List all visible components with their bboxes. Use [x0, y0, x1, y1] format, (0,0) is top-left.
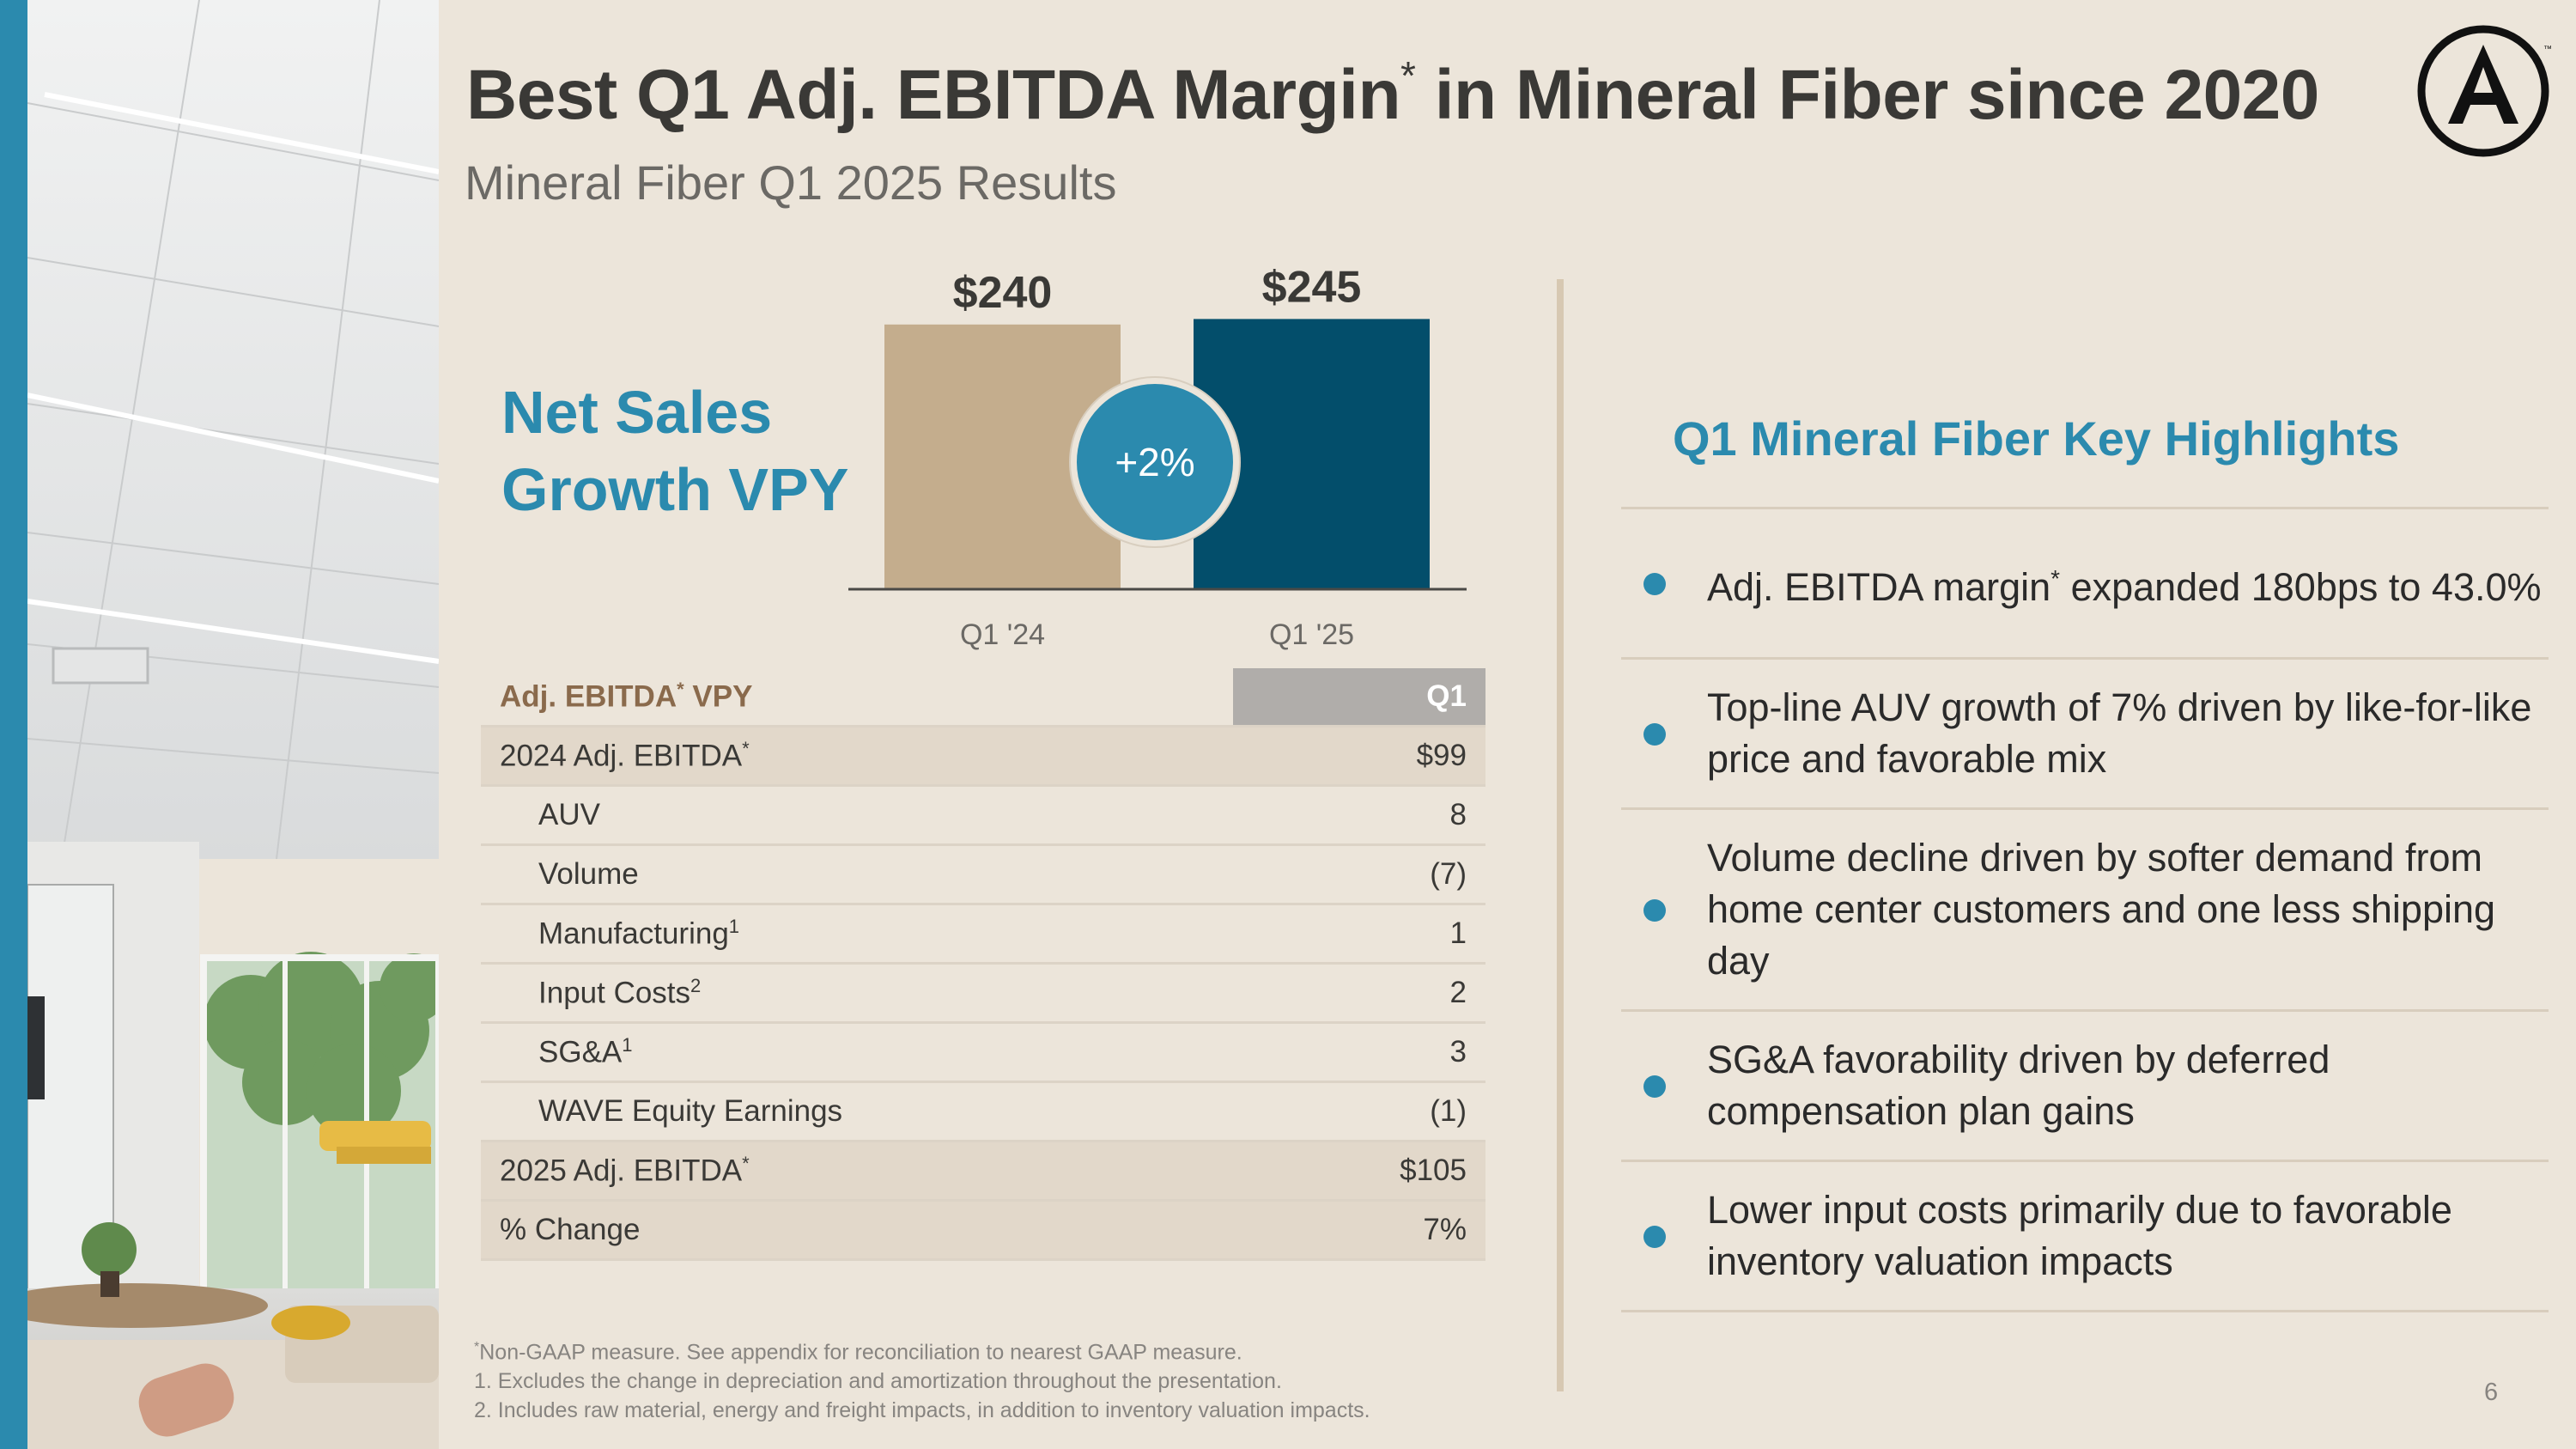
bullet-dot-icon: [1643, 1075, 1666, 1098]
highlight-text: Volume decline driven by softer demand f…: [1707, 832, 2549, 987]
accent-bar: [0, 0, 27, 1449]
table-row-value: (1): [1233, 1081, 1485, 1142]
net-sales-bar-chart: $240 Q1 '24 $245 Q1 '25: [824, 249, 1477, 661]
svg-text:™: ™: [2543, 45, 2552, 54]
highlights-title: Q1 Mineral Fiber Key Highlights: [1673, 411, 2400, 466]
row-label-text: 2025 Adj. EBITDA: [500, 1154, 743, 1188]
footnote-1-text: Non-GAAP measure. See appendix for recon…: [479, 1340, 1242, 1365]
table-row: WAVE Equity Earnings (1): [481, 1081, 1485, 1142]
row-label-text: SG&A: [538, 1035, 623, 1069]
footnote-1: *Non-GAAP measure. See appendix for reco…: [474, 1333, 1370, 1367]
page-title: Best Q1 Adj. EBITDA Margin* in Mineral F…: [466, 52, 2320, 136]
highlight-item: Lower input costs primarily due to favor…: [1621, 1162, 2549, 1312]
table-header-label: Adj. EBITDA* VPY: [481, 668, 1233, 728]
table-row-label: SG&A1: [481, 1022, 1233, 1083]
highlight-text-main: Volume decline driven by softer demand f…: [1707, 836, 2496, 983]
highlight-text-main: Lower input costs primarily due to favor…: [1707, 1188, 2452, 1283]
row-label-text: AUV: [538, 798, 600, 831]
row-footnote-mark: 1: [622, 1034, 633, 1056]
highlight-item: Adj. EBITDA margin* expanded 180bps to 4…: [1621, 509, 2549, 660]
title-main-text: Best Q1 Adj. EBITDA Margin: [466, 56, 1401, 134]
row-label-text: Volume: [538, 857, 639, 891]
header-suffix-text: VPY: [683, 679, 753, 714]
header-mark: *: [677, 679, 684, 701]
bar-value-label: $245: [1262, 262, 1362, 312]
bullet-dot-icon: [1643, 573, 1666, 595]
row-label-text: 2024 Adj. EBITDA: [500, 739, 743, 773]
highlight-item: Top-line AUV growth of 7% driven by like…: [1621, 660, 2549, 810]
highlights-list: Adj. EBITDA margin* expanded 180bps to 4…: [1621, 507, 2549, 1312]
adj-ebitda-bridge-table: Adj. EBITDA* VPY Q1 2024 Adj. EBITDA* $99…: [481, 668, 1485, 1261]
title-tail-text: in Mineral Fiber since 2020: [1415, 56, 2320, 134]
footnote-3: 2. Includes raw material, energy and fre…: [474, 1398, 1370, 1423]
bullet-dot-icon: [1643, 899, 1666, 922]
table-row-label: AUV: [481, 785, 1233, 846]
table-row-label: Input Costs2: [481, 963, 1233, 1024]
non-gaap-mark: *: [1400, 52, 1416, 98]
highlight-text: Top-line AUV growth of 7% driven by like…: [1707, 682, 2549, 785]
table-row-label: 2025 Adj. EBITDA*: [481, 1141, 1233, 1202]
table-row-value: (7): [1233, 844, 1485, 905]
net-sales-chart-svg: $240 Q1 '24 $245 Q1 '25: [848, 262, 1467, 651]
footnotes: *Non-GAAP measure. See appendix for reco…: [474, 1333, 1370, 1425]
footnote-1-mark: *: [474, 1340, 480, 1355]
page-number: 6: [2484, 1379, 2499, 1406]
footnote-2: 1. Excludes the change in depreciation a…: [474, 1369, 1282, 1394]
table-row-value: 8: [1233, 785, 1485, 846]
table-row: SG&A1 3: [481, 1022, 1485, 1083]
highlight-text: Lower input costs primarily due to favor…: [1707, 1184, 2549, 1288]
table-header-row: Adj. EBITDA* VPY Q1: [481, 668, 1485, 728]
row-footnote-mark: *: [742, 738, 750, 760]
highlight-text-tail: expanded 180bps to 43.0%: [2060, 565, 2542, 609]
highlight-item: Volume decline driven by softer demand f…: [1621, 810, 2549, 1012]
table-row-value: $105: [1233, 1141, 1485, 1202]
table-header-q1: Q1: [1233, 668, 1485, 728]
table-row-value: 3: [1233, 1022, 1485, 1083]
highlight-text: Adj. EBITDA margin* expanded 180bps to 4…: [1707, 553, 2542, 613]
bullet-dot-icon: [1643, 1226, 1666, 1248]
x-tick-label: Q1 '25: [1269, 618, 1354, 651]
table-row-value: 2: [1233, 963, 1485, 1024]
highlight-text-main: Adj. EBITDA margin: [1707, 565, 2051, 609]
table-row-value: $99: [1233, 726, 1485, 787]
table-row: AUV 8: [481, 785, 1485, 846]
growth-badge: +2%: [1071, 378, 1239, 546]
table-row: Input Costs2 2: [481, 963, 1485, 1024]
interior-ceiling-photo: [27, 0, 439, 1449]
table-row-label: Manufacturing1: [481, 904, 1233, 965]
vertical-divider: [1557, 279, 1564, 1391]
table-row: 2025 Adj. EBITDA* $105: [481, 1141, 1485, 1202]
table-row-value: 1: [1233, 904, 1485, 965]
header-label-text: Adj. EBITDA: [500, 679, 677, 714]
row-footnote-mark: 2: [690, 975, 702, 997]
net-sales-heading: Net Sales Growth VPY: [501, 374, 848, 528]
highlight-text-main: Top-line AUV growth of 7% driven by like…: [1707, 685, 2532, 781]
highlight-mark: *: [2050, 565, 2061, 592]
table-row-label: 2024 Adj. EBITDA*: [481, 726, 1233, 787]
table-row: Volume (7): [481, 844, 1485, 905]
table-row-label: WAVE Equity Earnings: [481, 1081, 1233, 1142]
x-tick-label: Q1 '24: [960, 618, 1045, 651]
table-row: Manufacturing1 1: [481, 904, 1485, 965]
bullet-dot-icon: [1643, 723, 1666, 746]
row-label-text: % Change: [500, 1213, 641, 1246]
row-footnote-mark: *: [742, 1153, 750, 1175]
table-row-label: % Change: [481, 1200, 1233, 1261]
row-label-text: Manufacturing: [538, 916, 729, 951]
row-footnote-mark: 1: [728, 916, 740, 938]
table-row-value: 7%: [1233, 1200, 1485, 1261]
highlight-text-main: SG&A favorability driven by deferred com…: [1707, 1038, 2330, 1133]
highlight-text: SG&A favorability driven by deferred com…: [1707, 1034, 2549, 1137]
page-subtitle: Mineral Fiber Q1 2025 Results: [465, 155, 1117, 210]
highlight-item: SG&A favorability driven by deferred com…: [1621, 1012, 2549, 1162]
table-row: % Change 7%: [481, 1200, 1485, 1261]
net-sales-heading-line2: Growth VPY: [501, 456, 849, 523]
row-label-text: Input Costs: [538, 976, 691, 1010]
net-sales-heading-line1: Net Sales: [501, 379, 773, 446]
table-row: 2024 Adj. EBITDA* $99: [481, 726, 1485, 787]
bar-value-label: $240: [953, 268, 1053, 318]
row-label-text: WAVE Equity Earnings: [538, 1094, 843, 1128]
table-row-label: Volume: [481, 844, 1233, 905]
armstrong-logo-icon: ™: [2415, 22, 2552, 160]
